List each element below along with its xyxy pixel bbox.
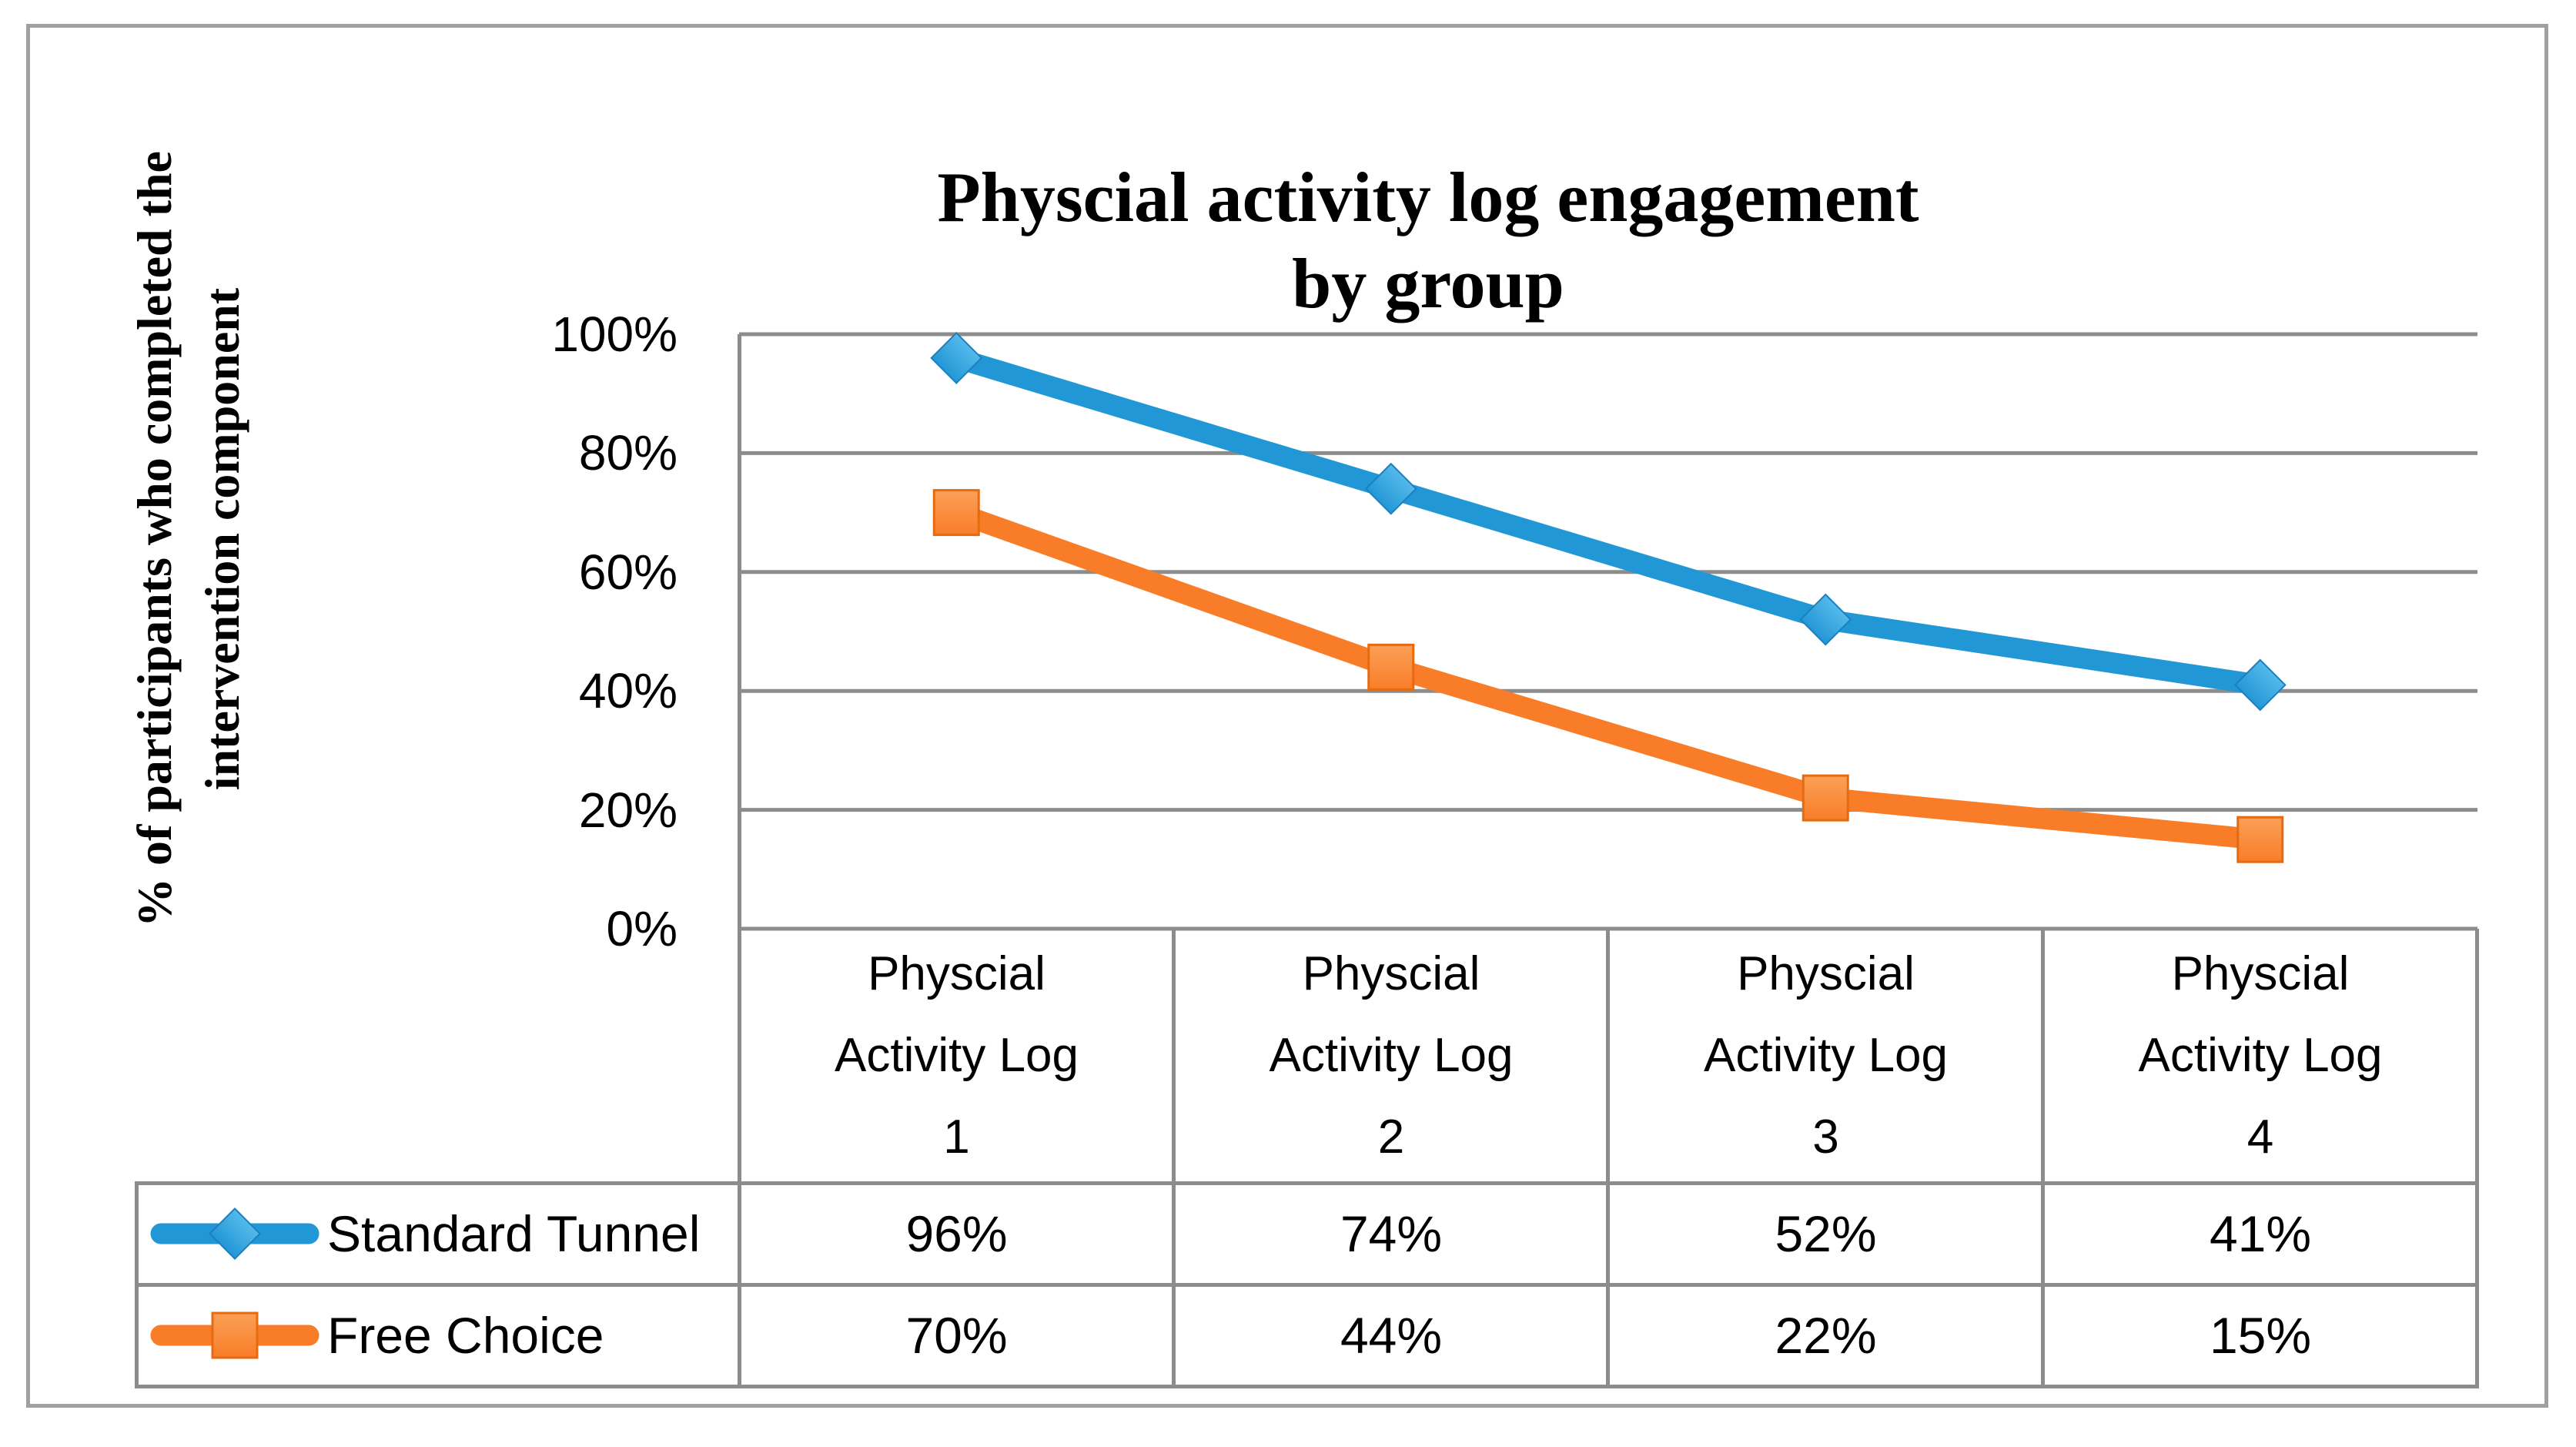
data-point-marker-free-choice (2236, 816, 2284, 863)
legend-label-standard-tunnel: Standard Tunnel (327, 1205, 701, 1262)
category-cell-1: Physcial Activity Log 1 (739, 929, 1174, 1183)
table-border (1606, 929, 1610, 1388)
category-line: 3 (1812, 1110, 1839, 1164)
value-cell: 96% (905, 1205, 1008, 1262)
y-tick-label-20: 20% (578, 782, 677, 838)
y-tick-label-100: 100% (551, 306, 677, 362)
value-cell: 52% (1775, 1205, 1877, 1262)
data-point-marker-free-choice (1802, 774, 1849, 822)
category-line: 4 (2246, 1110, 2274, 1164)
data-point-marker-standard-tunnel (930, 331, 983, 384)
data-point-marker-free-choice (1367, 643, 1415, 691)
category-line: Activity Log (1269, 1029, 1514, 1082)
figure-border (26, 24, 2548, 1408)
value-cell: 44% (1340, 1307, 1443, 1364)
category-cell-2: Physcial Activity Log 2 (1174, 929, 1608, 1183)
category-line: Activity Log (834, 1029, 1079, 1082)
category-cell-3: Physcial Activity Log 3 (1608, 929, 2043, 1183)
y-tick-label-0: 0% (606, 901, 678, 956)
standard-tunnel-series-key-icon (150, 1208, 319, 1260)
chart-title-line-2: by group (1292, 244, 1564, 323)
value-cell: 41% (2209, 1205, 2312, 1262)
y-tick-label-40: 40% (578, 663, 677, 718)
category-line: 1 (943, 1110, 970, 1164)
value-cell: 74% (1340, 1205, 1443, 1262)
table-border (2041, 929, 2045, 1388)
data-point-marker-standard-tunnel (2233, 658, 2287, 712)
y-tick-label-60: 60% (578, 544, 677, 600)
y-axis-line (738, 334, 741, 1388)
category-line: 2 (1377, 1110, 1405, 1164)
category-line: Activity Log (2138, 1029, 2383, 1082)
table-border (135, 1181, 2479, 1185)
legend-row-standard-tunnel: Standard Tunnel (138, 1183, 738, 1285)
series-line-standard-tunnel (953, 347, 2262, 695)
free-choice-series-key-icon (150, 1311, 319, 1359)
value-cell: 22% (1775, 1307, 1877, 1364)
table-border (1172, 929, 1176, 1388)
table-border (135, 1283, 2479, 1287)
value-cell: 70% (905, 1307, 1008, 1364)
category-line: Physcial (2171, 947, 2350, 1000)
data-point-marker-free-choice (932, 489, 980, 537)
table-border (2475, 929, 2479, 1388)
data-point-marker-standard-tunnel (1799, 593, 1852, 646)
legend-key-marker (211, 1311, 259, 1359)
category-line: Physcial (868, 947, 1045, 1000)
legend-label-free-choice: Free Choice (327, 1307, 604, 1364)
category-line: Activity Log (1703, 1029, 1949, 1082)
chart-title-line-1: Physcial activity log engagement (937, 158, 1919, 236)
series-line-free-choice (952, 502, 2262, 850)
legend-key-marker (209, 1208, 261, 1260)
table-border (135, 1181, 139, 1388)
value-cell: 15% (2209, 1307, 2312, 1364)
category-line: Physcial (1302, 947, 1480, 1000)
legend-row-free-choice: Free Choice (138, 1285, 738, 1386)
category-cell-4: Physcial Activity Log 4 (2043, 929, 2477, 1183)
category-line: Physcial (1737, 947, 1915, 1000)
data-point-marker-standard-tunnel (1364, 462, 1417, 515)
y-tick-label-80: 80% (578, 425, 677, 481)
chart-title: Physcial activity log engagement by grou… (770, 154, 2086, 327)
table-border (135, 1385, 2479, 1388)
